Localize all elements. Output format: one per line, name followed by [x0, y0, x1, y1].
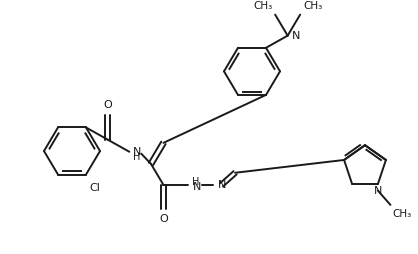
Text: N: N [374, 186, 382, 196]
Text: N: N [217, 180, 226, 190]
Text: H: H [133, 152, 141, 162]
Text: CH₃: CH₃ [303, 1, 322, 11]
Text: CH₃: CH₃ [393, 209, 412, 219]
Text: N: N [133, 147, 142, 157]
Text: Cl: Cl [89, 183, 100, 193]
Text: H: H [192, 177, 200, 187]
Text: N: N [292, 31, 300, 41]
Text: O: O [103, 100, 112, 110]
Text: CH₃: CH₃ [253, 1, 272, 11]
Text: N: N [192, 182, 201, 192]
Text: O: O [159, 214, 168, 224]
